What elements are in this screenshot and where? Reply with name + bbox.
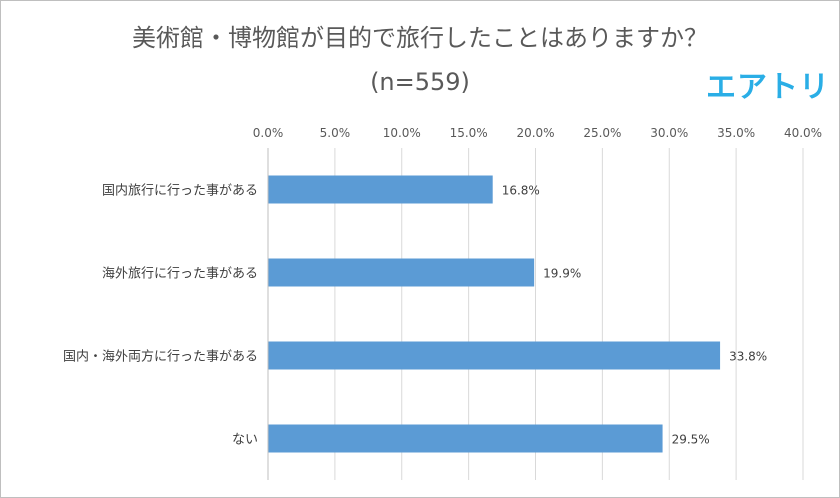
x-tick-label: 35.0% — [717, 126, 755, 140]
x-tick-label: 0.0% — [253, 126, 284, 140]
data-label: 29.5% — [672, 433, 710, 447]
category-label: 国内・海外両方に行った事がある — [63, 349, 258, 365]
bar — [268, 258, 535, 287]
data-label: 33.8% — [729, 350, 767, 364]
x-tick-label: 40.0% — [784, 126, 822, 140]
chart-title: 美術館・博物館が目的で旅行したことはありますか？ — [132, 24, 708, 52]
brand-logo: エアトリ — [706, 70, 830, 105]
bar — [268, 424, 663, 453]
chart-subtitle: (n=559) — [370, 68, 470, 96]
category-label: 海外旅行に行った事がある — [102, 267, 258, 282]
x-tick-label: 30.0% — [650, 126, 688, 140]
bar — [268, 175, 493, 204]
x-tick-label: 15.0% — [450, 126, 488, 140]
x-tick-label: 5.0% — [320, 126, 351, 140]
x-tick-label: 25.0% — [583, 126, 621, 140]
x-tick-label: 10.0% — [383, 126, 421, 140]
bar — [268, 341, 721, 370]
category-label: 国内旅行に行った事がある — [102, 183, 258, 199]
data-label: 16.8% — [502, 184, 540, 198]
category-label: ない — [232, 433, 258, 448]
x-tick-label: 20.0% — [516, 126, 554, 140]
data-label: 19.9% — [543, 267, 581, 281]
